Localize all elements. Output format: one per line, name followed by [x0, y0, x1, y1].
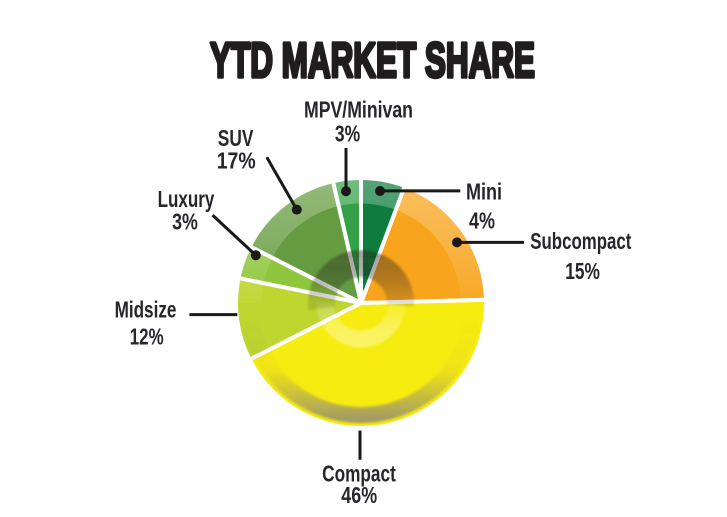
- svg-text:Compact: Compact: [322, 462, 396, 487]
- svg-text:YTD MARKET SHARE: YTD MARKET SHARE: [210, 33, 535, 88]
- svg-text:4%: 4%: [469, 209, 495, 235]
- svg-text:17%: 17%: [217, 148, 256, 174]
- svg-text:MPV/Minivan: MPV/Minivan: [304, 97, 413, 123]
- svg-text:Midsize: Midsize: [115, 298, 177, 323]
- svg-text:Luxury: Luxury: [158, 188, 215, 213]
- svg-text:15%: 15%: [565, 260, 600, 285]
- svg-text:Mini: Mini: [466, 180, 502, 206]
- svg-text:SUV: SUV: [218, 127, 254, 152]
- svg-text:3%: 3%: [335, 123, 360, 148]
- svg-text:46%: 46%: [341, 483, 377, 509]
- svg-text:3%: 3%: [172, 209, 198, 235]
- svg-text:12%: 12%: [130, 325, 164, 350]
- svg-text:Subcompact: Subcompact: [530, 229, 631, 254]
